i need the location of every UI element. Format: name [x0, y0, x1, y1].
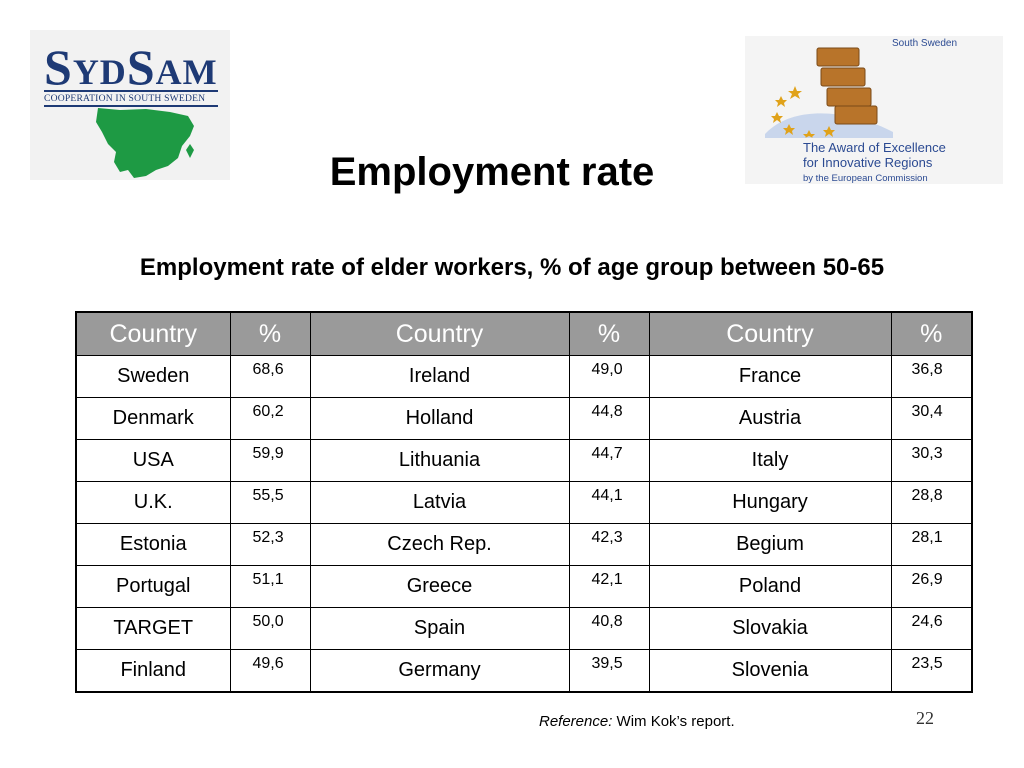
percent-cell: 36,8: [890, 355, 973, 398]
award-line-1: The Award of Excellence: [803, 140, 946, 155]
award-logo: South Sweden The Award of Excellence for…: [745, 36, 1003, 184]
country-cell: Latvia: [309, 481, 570, 524]
logo-rule: [44, 105, 218, 107]
percent-cell: 50,0: [229, 607, 311, 650]
table-row: U.K. 55,5 Latvia 44,1 Hungary 28,8: [75, 481, 973, 524]
employment-table: Country % Country % Country % Sweden 68,…: [75, 311, 973, 693]
country-cell: Austria: [648, 397, 892, 440]
sydsam-logo: SYDSAM COOPERATION IN SOUTH SWEDEN: [30, 30, 230, 180]
table-header-row: Country % Country % Country %: [75, 311, 973, 356]
column-header: %: [229, 311, 311, 356]
country-cell: Greece: [309, 565, 570, 608]
percent-cell: 49,6: [229, 649, 311, 693]
country-cell: U.K.: [75, 481, 231, 524]
percent-cell: 23,5: [890, 649, 973, 693]
percent-cell: 40,8: [568, 607, 650, 650]
country-cell: Begium: [648, 523, 892, 566]
country-cell: Sweden: [75, 355, 231, 398]
country-cell: USA: [75, 439, 231, 482]
percent-cell: 30,3: [890, 439, 973, 482]
country-cell: Spain: [309, 607, 570, 650]
country-cell: Lithuania: [309, 439, 570, 482]
percent-cell: 24,6: [890, 607, 973, 650]
reference-label: Reference:: [539, 713, 613, 730]
percent-cell: 42,1: [568, 565, 650, 608]
slide-title: Employment rate: [329, 150, 655, 194]
table-row: USA 59,9 Lithuania 44,7 Italy 30,3: [75, 439, 973, 482]
country-cell: Hungary: [648, 481, 892, 524]
country-cell: Italy: [648, 439, 892, 482]
country-cell: Finland: [75, 649, 231, 693]
country-cell: Estonia: [75, 523, 231, 566]
page-number: 22: [916, 708, 934, 728]
table-row: Estonia 52,3 Czech Rep. 42,3 Begium 28,1: [75, 523, 973, 566]
percent-cell: 55,5: [229, 481, 311, 524]
table-row: Portugal 51,1 Greece 42,1 Poland 26,9: [75, 565, 973, 608]
country-cell: Portugal: [75, 565, 231, 608]
table-row: Sweden 68,6 Ireland 49,0 France 36,8: [75, 355, 973, 398]
table-row: Denmark 60,2 Holland 44,8 Austria 30,4: [75, 397, 973, 440]
percent-cell: 44,8: [568, 397, 650, 440]
country-cell: Ireland: [309, 355, 570, 398]
country-cell: France: [648, 355, 892, 398]
country-cell: Germany: [309, 649, 570, 693]
award-line-2: for Innovative Regions: [803, 155, 933, 170]
percent-cell: 49,0: [568, 355, 650, 398]
logo-rule: [44, 90, 218, 92]
percent-cell: 26,9: [890, 565, 973, 608]
reference-text: Wim Kok’s report.: [612, 713, 735, 730]
table-row: Finland 49,6 Germany 39,5 Slovenia 23,5: [75, 649, 973, 693]
percent-cell: 60,2: [229, 397, 311, 440]
table-row: TARGET 50,0 Spain 40,8 Slovakia 24,6: [75, 607, 973, 650]
country-cell: Poland: [648, 565, 892, 608]
column-header: Country: [75, 311, 231, 356]
percent-cell: 44,1: [568, 481, 650, 524]
column-header: %: [890, 311, 973, 356]
award-region: South Sweden: [892, 38, 958, 49]
column-header: %: [568, 311, 650, 356]
country-cell: Denmark: [75, 397, 231, 440]
percent-cell: 68,6: [229, 355, 311, 398]
percent-cell: 52,3: [229, 523, 311, 566]
column-header: Country: [648, 311, 892, 356]
award-line-3: by the European Commission: [803, 173, 928, 184]
percent-cell: 44,7: [568, 439, 650, 482]
south-sweden-map-icon: [96, 108, 194, 178]
percent-cell: 28,8: [890, 481, 973, 524]
percent-cell: 30,4: [890, 397, 973, 440]
country-cell: TARGET: [75, 607, 231, 650]
percent-cell: 28,1: [890, 523, 973, 566]
slide-subtitle: Employment rate of elder workers, % of a…: [139, 254, 885, 281]
country-cell: Holland: [309, 397, 570, 440]
percent-cell: 51,1: [229, 565, 311, 608]
percent-cell: 39,5: [568, 649, 650, 693]
country-cell: Czech Rep.: [309, 523, 570, 566]
brick-stars-icon: [765, 47, 893, 138]
percent-cell: 42,3: [568, 523, 650, 566]
column-header: Country: [309, 311, 570, 356]
sydsam-tagline: COOPERATION IN SOUTH SWEDEN: [44, 93, 206, 104]
sydsam-wordmark: SYDSAM: [44, 39, 218, 95]
country-cell: Slovakia: [648, 607, 892, 650]
country-cell: Slovenia: [648, 649, 892, 693]
percent-cell: 59,9: [229, 439, 311, 482]
reference-note: Reference: Wim Kok’s report.: [539, 713, 735, 730]
